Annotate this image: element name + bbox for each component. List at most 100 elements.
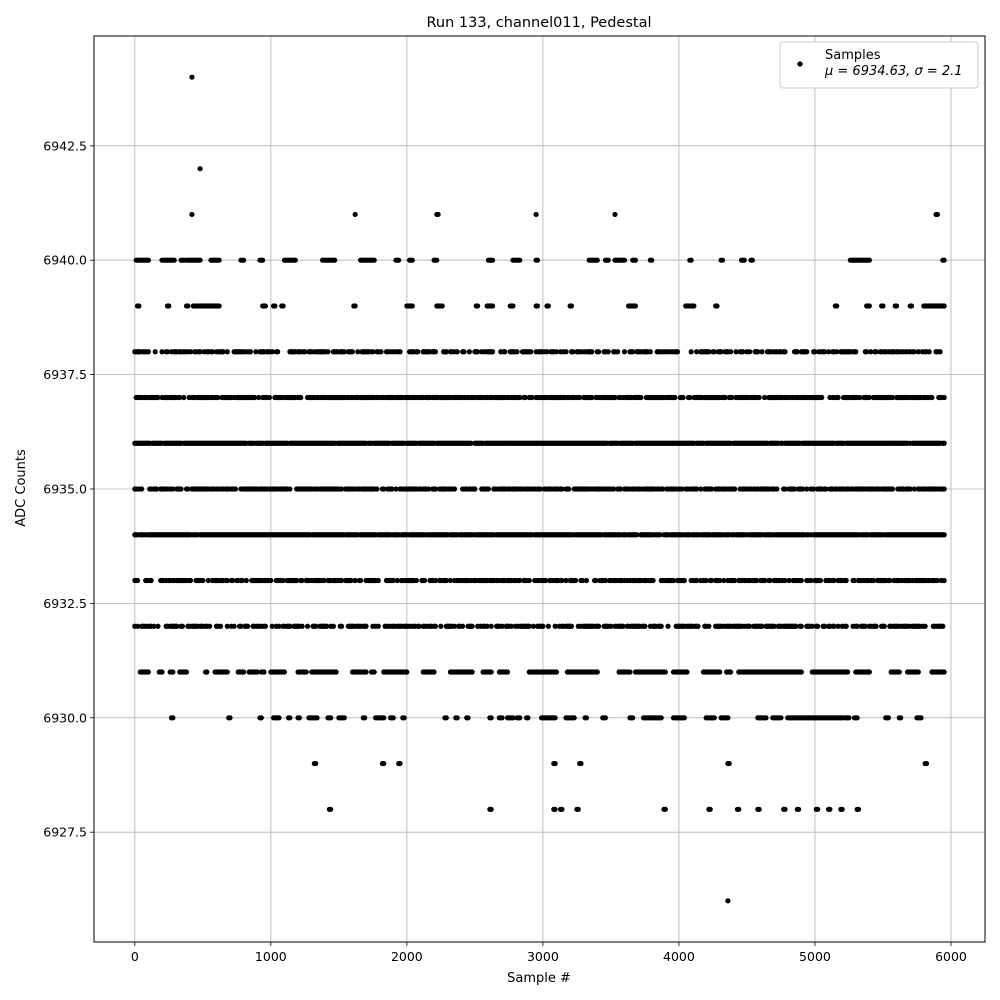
sample-point [827,806,833,812]
sample-point [800,486,806,492]
sample-point [224,623,230,629]
sample-point [292,257,298,263]
sample-point [835,623,841,629]
sample-point [911,486,917,492]
sample-point [817,577,824,584]
sample-point [371,257,377,263]
sample-point [552,806,558,812]
sample-point [642,623,648,629]
sample-point [568,623,575,629]
sample-point [589,349,595,355]
sample-point [857,394,863,401]
sample-point [577,394,583,401]
sample-point [721,577,727,584]
sample-point [885,715,892,721]
sample-point [409,303,415,309]
sample-point [896,669,902,675]
sample-point [528,349,534,355]
sample-point [247,349,254,355]
sample-point [854,715,860,721]
sample-point [741,257,747,263]
sample-point [230,577,236,584]
sample-point [488,715,494,721]
sample-point [889,394,896,401]
sample-point [461,349,467,355]
sample-point [540,623,546,629]
sample-point [893,303,900,309]
sample-point [706,349,712,355]
sample-point [771,623,777,629]
sample-point [432,577,439,584]
sample-point [177,394,183,401]
sample-point [488,806,494,812]
sample-point [178,486,184,492]
sample-point [145,349,152,355]
sample-point [394,577,400,584]
sample-point [915,669,921,675]
sample-point [672,394,678,401]
sample-point [594,257,600,263]
sample-point [835,394,841,401]
sample-point [755,349,761,355]
sample-point [255,394,262,401]
sample-point [662,806,668,812]
sample-point [381,760,387,767]
sample-point [725,715,731,721]
sample-point [808,577,814,584]
sample-point [698,486,704,492]
sample-point [241,257,247,263]
x-tick-label: 6000 [935,949,967,964]
sample-point [443,577,449,584]
sample-point [469,623,475,629]
sample-point [238,623,244,629]
sample-point [845,669,851,675]
sample-point [728,349,734,355]
sample-point [866,257,872,263]
sample-point [352,577,358,584]
sample-point [553,669,560,675]
sample-point [866,394,872,401]
sample-point [447,577,453,584]
sample-point [726,760,732,767]
sample-point [432,623,439,629]
x-tick-label: 2000 [391,949,423,964]
sample-point [831,623,837,629]
sample-point [139,486,145,492]
sample-point [280,303,286,309]
sample-point [287,623,293,629]
sample-point [605,349,611,355]
sample-point [272,303,278,309]
sample-point [796,806,802,812]
sample-point [747,623,753,629]
sample-point [338,623,345,629]
sample-point [145,669,152,675]
sample-point [763,715,769,721]
sample-point [602,715,609,721]
sample-point [537,486,543,492]
sample-point [363,623,369,629]
sample-point [389,486,395,492]
sample-point [514,349,520,355]
sample-point [215,394,221,401]
sample-point [691,303,697,309]
sample-point [711,715,717,721]
sample-point [740,349,746,355]
sample-point [525,715,531,721]
sample-point [533,211,539,218]
sample-point [747,349,753,355]
sample-point [304,623,311,629]
sample-point [134,577,141,584]
sample-point [296,715,303,721]
sample-point [725,898,731,904]
sample-point [922,623,928,629]
sample-point [887,577,893,584]
sample-point [941,577,947,584]
sample-point [708,486,715,492]
sample-point [566,486,572,492]
sample-point [553,349,560,355]
sample-point [934,211,940,218]
sample-point [333,669,339,675]
legend-stats: μ = 6934.63, σ = 2.1 [824,64,963,79]
